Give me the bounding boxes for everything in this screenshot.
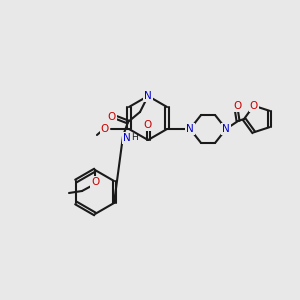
Text: H: H: [130, 134, 137, 142]
Text: O: O: [101, 124, 109, 134]
Text: N: N: [186, 124, 194, 134]
Text: O: O: [144, 120, 152, 130]
Text: N: N: [123, 133, 131, 143]
Text: O: O: [233, 101, 241, 111]
Text: O: O: [108, 112, 116, 122]
Text: N: N: [222, 124, 230, 134]
Text: O: O: [250, 101, 258, 111]
Text: N: N: [144, 91, 152, 101]
Text: O: O: [91, 177, 99, 187]
